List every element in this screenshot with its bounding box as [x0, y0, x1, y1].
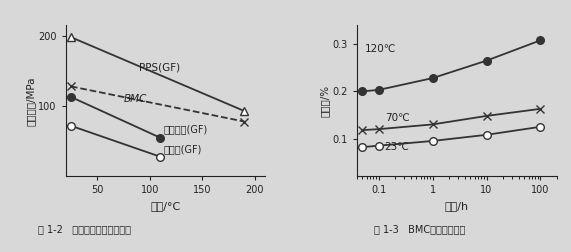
Text: PPS(GF): PPS(GF) — [139, 62, 180, 72]
Text: 聚碳酸酯(GF): 聚碳酸酯(GF) — [163, 124, 208, 134]
X-axis label: 时间/h: 时间/h — [445, 201, 469, 211]
Y-axis label: 变化量/%: 变化量/% — [320, 85, 330, 117]
Text: 图 1-2   弯曲强度与温度的关系: 图 1-2 弯曲强度与温度的关系 — [38, 224, 131, 234]
Text: BMC: BMC — [123, 94, 147, 104]
Y-axis label: 弯曲强度/MPa: 弯曲强度/MPa — [25, 76, 35, 125]
Text: 120℃: 120℃ — [365, 45, 396, 54]
X-axis label: 温度/°C: 温度/°C — [150, 201, 180, 211]
Text: 70℃: 70℃ — [385, 113, 409, 123]
Text: 23℃: 23℃ — [385, 142, 409, 152]
Text: 聚缩醛(GF): 聚缩醛(GF) — [163, 144, 202, 154]
Text: 图 1-3   BMC的耐蠕变性能: 图 1-3 BMC的耐蠕变性能 — [374, 224, 465, 234]
